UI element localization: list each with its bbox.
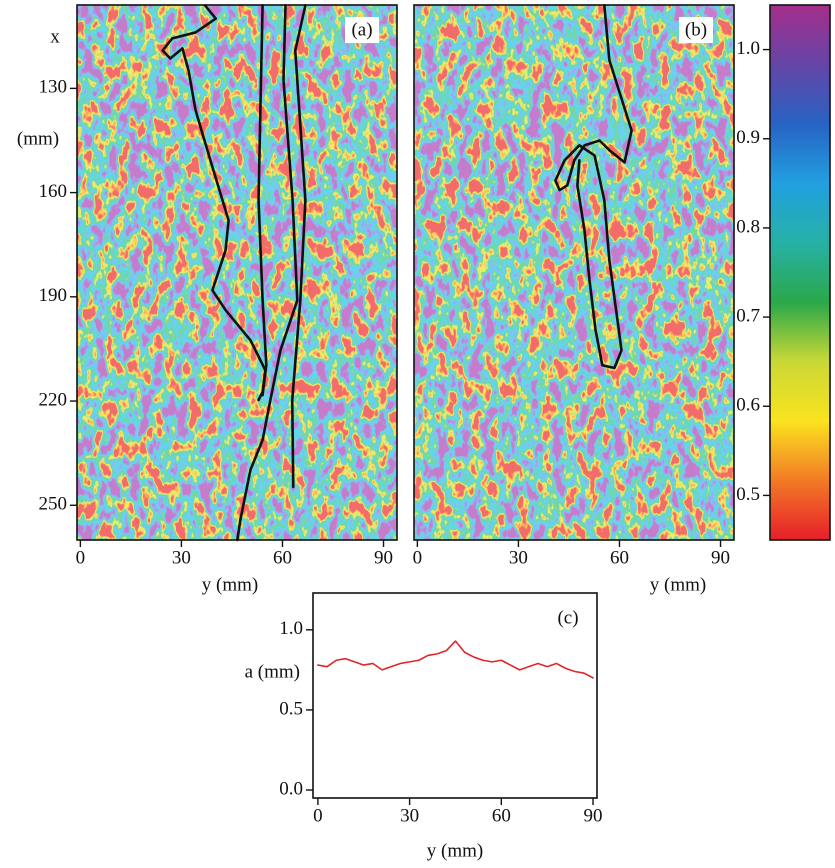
y-tick-label: 220 — [39, 389, 68, 410]
trace-curve — [554, 4, 633, 370]
y-tick-label: 0.5 — [279, 698, 303, 719]
panel-label: (c) — [557, 607, 578, 628]
trace-curve — [236, 4, 299, 542]
heatmap-texture — [414, 5, 734, 540]
y-tick-label: 0.6 — [736, 395, 760, 416]
y-tick-label: 190 — [39, 285, 68, 306]
x-tick-label: 90 — [584, 805, 603, 826]
panel-label-box — [551, 605, 585, 631]
plot-frame — [312, 592, 598, 799]
x-tick-label: 30 — [400, 805, 419, 826]
panel-frame — [76, 4, 398, 541]
panel-label: (b) — [685, 19, 707, 40]
y-axis-label: a (mm) — [245, 661, 300, 682]
y-tick-label: 160 — [39, 181, 68, 202]
colorbar — [770, 5, 830, 540]
line-series — [317, 640, 594, 679]
y-tick-label: 0.9 — [736, 127, 760, 148]
heatmap-texture — [77, 5, 397, 540]
x-tick-label: 60 — [273, 547, 292, 568]
y-tick-label: 1.0 — [736, 38, 760, 59]
panel-label-box — [679, 17, 713, 43]
x-axis-label: y (mm) — [427, 840, 483, 861]
x-tick-label: 60 — [610, 547, 629, 568]
x-axis-label: y (mm) — [202, 574, 258, 595]
x-tick-label: 90 — [711, 547, 730, 568]
panel-label-box — [345, 17, 379, 43]
panel-label: (a) — [351, 19, 372, 40]
y-tick-label: 0.5 — [736, 484, 760, 505]
y-tick-label: 0.8 — [736, 216, 760, 237]
y-tick-label: 1.0 — [279, 618, 303, 639]
x-tick-label: 0 — [413, 547, 423, 568]
y-tick-label: 0.7 — [736, 305, 760, 326]
x-tick-label: 60 — [492, 805, 511, 826]
trace-curve — [257, 4, 268, 397]
trace-curve — [161, 4, 267, 402]
y-tick-label: 0.0 — [279, 778, 303, 799]
trace-curve — [290, 4, 307, 489]
x-tick-label: 0 — [313, 805, 323, 826]
y-axis-label: (mm) — [17, 128, 59, 149]
x-tick-label: 30 — [509, 547, 528, 568]
x-tick-label: 90 — [374, 547, 393, 568]
x-tick-label: 30 — [172, 547, 191, 568]
colorbar-frame — [769, 4, 831, 541]
y-tick-label: 250 — [39, 494, 68, 515]
x-axis-label: y (mm) — [650, 574, 706, 595]
panel-frame — [413, 4, 735, 541]
y-tick-label: 130 — [39, 77, 68, 98]
y-axis-label: x — [50, 26, 60, 47]
x-tick-label: 0 — [76, 547, 86, 568]
